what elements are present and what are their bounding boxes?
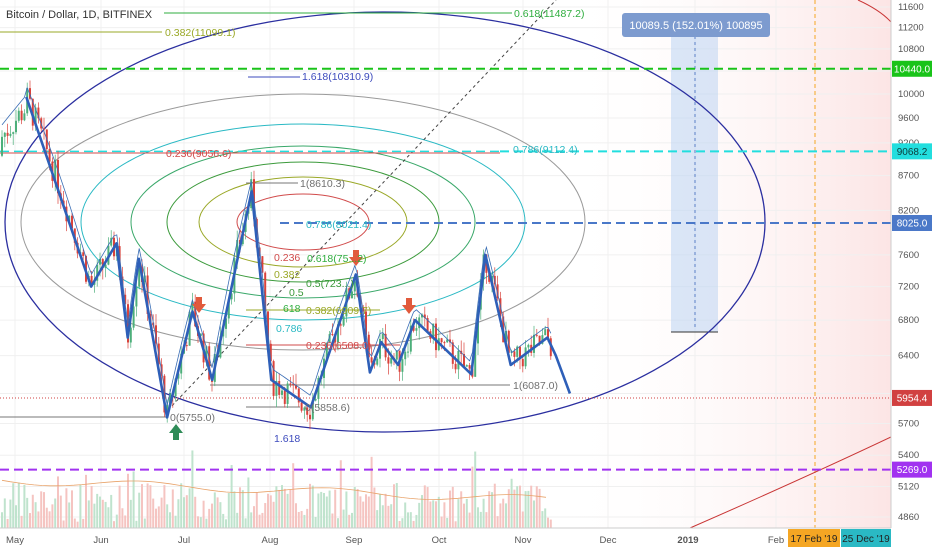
price-tick-label: 7600 bbox=[898, 250, 919, 261]
price-tag bbox=[892, 214, 932, 231]
date-tag-orange bbox=[788, 529, 840, 547]
fib-label-0382-top: 0.382(11099.1) bbox=[165, 27, 235, 39]
fib-label-1618-bottom: 1.618 bbox=[274, 433, 300, 445]
red-arc-top bbox=[857, 0, 892, 23]
signal-arrows bbox=[169, 250, 416, 440]
time-tick-label: Feb bbox=[768, 535, 784, 546]
sell-arrow-2 bbox=[349, 250, 363, 266]
fib-label-0618-low: 618 bbox=[283, 303, 301, 315]
price-tick-label: 6800 bbox=[898, 315, 919, 326]
sell-arrow-1 bbox=[192, 297, 206, 313]
background-tint bbox=[560, 0, 891, 528]
fib-label-0236-mid: 0.236 bbox=[274, 252, 300, 264]
zigzag-pattern bbox=[25, 96, 572, 419]
fib-label-0786-low: 0.786 bbox=[276, 323, 302, 335]
price-tick-label: 8200 bbox=[898, 205, 919, 216]
price-tick-label: 11600 bbox=[898, 2, 924, 13]
price-tag bbox=[892, 143, 932, 160]
chart-title: Bitcoin / Dollar, 1D, BITFINEX bbox=[6, 9, 153, 21]
measure-tooltip: 10089.5 (152.01%) 100895 bbox=[622, 13, 770, 37]
price-tick-label: 11200 bbox=[898, 23, 924, 34]
price-tick-label: 9600 bbox=[898, 113, 919, 124]
fib-label-1-bottom: 1(6087.0) bbox=[513, 380, 558, 392]
price-tag-text: 10440.0 bbox=[894, 64, 931, 75]
fib-label-0-mid: 0(5858.6) bbox=[305, 402, 350, 414]
fib-label-0618-mid: 0.618(75...2) bbox=[307, 253, 367, 265]
fib-label-0618-top: 0.618(11487.2) bbox=[514, 8, 584, 20]
time-tick-label: Oct bbox=[432, 535, 447, 546]
price-tag bbox=[892, 389, 932, 406]
fib-label-0382-low: 0.382(6909.7) bbox=[306, 305, 371, 317]
fib-label-0786-mid: 0.786(8021.4) bbox=[306, 219, 371, 231]
fib-label-0236-low: 0.236(6508.0) bbox=[306, 340, 371, 352]
time-tick-label: Dec bbox=[600, 535, 617, 546]
price-tick-label: 10800 bbox=[898, 44, 924, 55]
fib-label-0382-mid: 0.382 bbox=[274, 269, 300, 281]
price-tick-label: 8700 bbox=[898, 171, 919, 182]
date-tag-cyan-text: 25 Dec '19 bbox=[842, 534, 890, 545]
price-tick-label: 5120 bbox=[898, 481, 919, 492]
ellipse-1 bbox=[20, 93, 586, 351]
grid bbox=[0, 0, 891, 528]
price-tick-label: 4860 bbox=[898, 512, 919, 523]
price-axis-bg bbox=[891, 0, 932, 528]
fib-label-1618-top: 1.618(10310.9) bbox=[302, 71, 373, 83]
time-tick-label: May bbox=[6, 535, 24, 546]
time-tick-label: Aug bbox=[262, 535, 279, 546]
price-tag-text: 9068.2 bbox=[897, 147, 928, 158]
fib-label-1-top: 1(8610.3) bbox=[300, 178, 345, 190]
time-tick-label: Jul bbox=[178, 535, 190, 546]
ellipse-0618 bbox=[130, 145, 476, 299]
price-tag bbox=[892, 461, 932, 478]
fib-label-0786-right: 0.786(9112.4) bbox=[513, 144, 578, 156]
time-axis-bg bbox=[0, 528, 932, 550]
time-tick-label: Sep bbox=[346, 535, 363, 546]
price-tick-label: 6400 bbox=[898, 351, 919, 362]
price-tick-label: 5400 bbox=[898, 450, 919, 461]
moving-average-line bbox=[1, 86, 552, 406]
price-tag-text: 5269.0 bbox=[897, 465, 928, 476]
fib-labels: 0.618(11487.2) 0.382(11099.1) 1.618(1031… bbox=[165, 8, 584, 445]
date-tag-orange-text: 17 Feb '19 bbox=[791, 534, 838, 545]
volume-bars bbox=[1, 450, 552, 528]
price-tag-text: 5954.4 bbox=[897, 393, 928, 404]
measure-tooltip-text: 10089.5 (152.01%) 100895 bbox=[629, 20, 762, 32]
date-tags: 17 Feb '19 25 Dec '19 bbox=[788, 529, 891, 547]
sell-arrow-3 bbox=[402, 298, 416, 314]
time-tick-label: Jun bbox=[93, 535, 108, 546]
red-arc-bottom bbox=[689, 436, 892, 529]
price-tick-label: 7200 bbox=[898, 282, 919, 293]
date-tag-cyan bbox=[841, 529, 891, 547]
fib-label-0-left: 0(5755.0) bbox=[170, 412, 215, 424]
price-tick-label: 10000 bbox=[898, 89, 924, 100]
price-tag-text: 8025.0 bbox=[897, 218, 928, 229]
fib-label-0236-left: 0.236(9056.6) bbox=[166, 148, 231, 160]
buy-arrow bbox=[169, 424, 183, 440]
time-axis[interactable]: May Jun Jul Aug Sep Oct Nov Dec 2019 Feb bbox=[6, 535, 784, 546]
price-tag bbox=[892, 60, 932, 77]
fib-label-05-small: 0.5 bbox=[289, 287, 304, 299]
time-tick-label: Nov bbox=[515, 535, 532, 546]
horizontal-levels bbox=[0, 67, 891, 471]
fib-label-05-mid: 0.5(723...) bbox=[306, 278, 354, 290]
price-tags: 10440.0 9068.2 8025.0 5954.4 5269.0 bbox=[892, 60, 932, 478]
time-tick-label: 2019 bbox=[677, 535, 698, 546]
price-tick-label: 5700 bbox=[898, 419, 919, 430]
